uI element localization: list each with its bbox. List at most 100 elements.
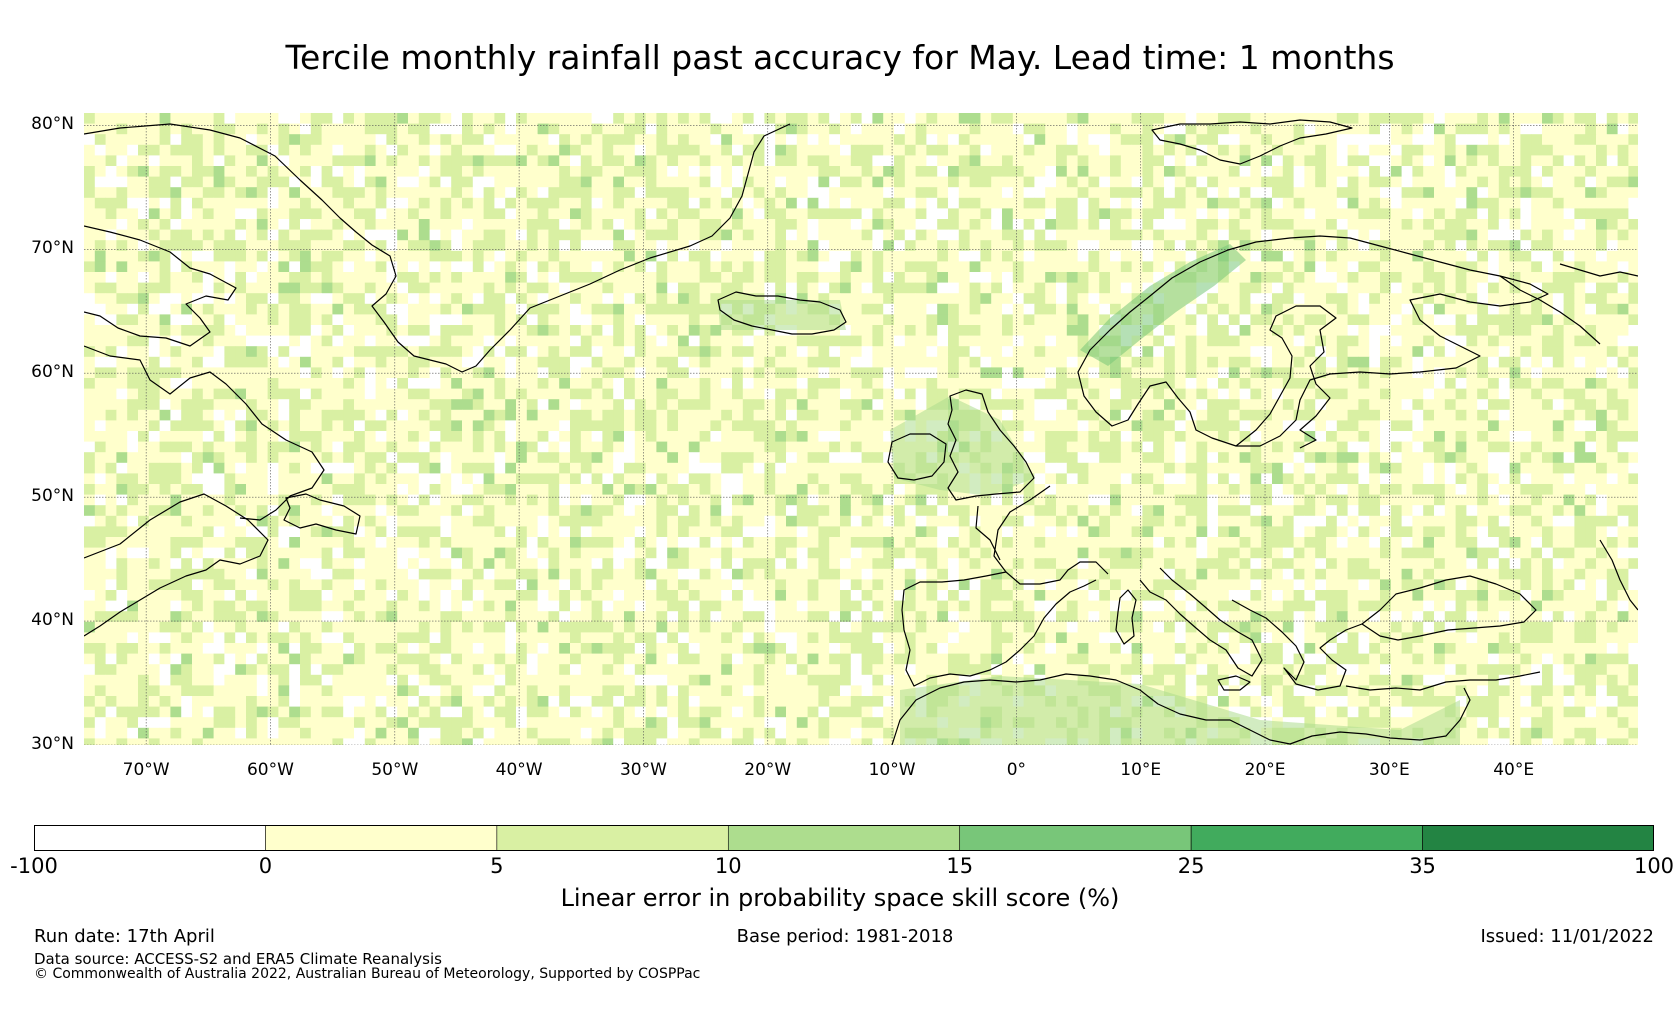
skill-cell (786, 208, 798, 220)
skill-cell (1282, 293, 1294, 305)
skill-cell (775, 462, 787, 474)
skill-cell (213, 335, 225, 347)
skill-cell (386, 314, 398, 326)
skill-cell (343, 314, 355, 326)
skill-cell (526, 388, 538, 400)
skill-cell (1531, 462, 1543, 474)
skill-cell (1477, 134, 1489, 146)
skill-cell (1326, 293, 1338, 305)
skill-cell (1434, 399, 1446, 411)
skill-cell (1185, 462, 1197, 474)
skill-cell (159, 187, 171, 199)
skill-cell (1617, 208, 1629, 220)
skill-cell (904, 113, 916, 124)
skill-cell (678, 123, 690, 135)
skill-cell (634, 335, 646, 347)
skill-cell (1110, 155, 1122, 167)
skill-cell (559, 314, 571, 326)
skill-cell (937, 208, 949, 220)
skill-cell (1207, 378, 1219, 389)
skill-cell (1228, 346, 1240, 358)
skill-cell (559, 208, 571, 220)
skill-cell (904, 229, 916, 241)
skill-cell (548, 240, 560, 252)
skill-cell (494, 431, 506, 442)
skill-cell (1488, 293, 1500, 305)
skill-cell (267, 144, 279, 156)
skill-cell (1434, 166, 1446, 177)
skill-cell (1509, 462, 1521, 474)
skill-cell (915, 155, 927, 167)
skill-cell (678, 229, 690, 241)
skill-cell (310, 367, 322, 379)
skill-cell (710, 335, 722, 347)
skill-cell (688, 346, 700, 358)
skill-cell (1466, 219, 1478, 230)
skill-cell (1498, 388, 1510, 400)
skill-cell (170, 452, 182, 464)
skill-cell (1596, 250, 1608, 262)
skill-cell (861, 240, 873, 252)
skill-cell (408, 187, 420, 199)
skill-cell (1498, 303, 1510, 315)
skill-cell (764, 113, 776, 124)
skill-cell (505, 166, 517, 177)
skill-cell (1434, 462, 1446, 474)
skill-cell (969, 208, 981, 220)
skill-cell (656, 261, 668, 273)
skill-cell (1304, 441, 1316, 453)
skill-cell (94, 441, 106, 453)
skill-cell (462, 176, 474, 188)
skill-cell (861, 473, 873, 485)
skill-cell (127, 346, 139, 358)
skill-cell (818, 293, 830, 305)
skill-cell (1477, 293, 1489, 305)
skill-cell (246, 356, 258, 368)
skill-cell (1542, 462, 1554, 474)
skill-cell (354, 314, 366, 326)
skill-cell (105, 409, 117, 421)
skill-cell (116, 282, 128, 294)
skill-cell (235, 441, 247, 453)
skill-cell (1423, 441, 1435, 453)
skill-cell (192, 229, 204, 241)
skill-cell (699, 229, 711, 241)
skill-cell (256, 399, 268, 411)
skill-cell (1056, 250, 1068, 262)
skill-cell (170, 409, 182, 421)
skill-cell (894, 261, 906, 273)
skill-cell (1434, 441, 1446, 453)
skill-cell (591, 431, 603, 442)
skill-cell (1423, 134, 1435, 146)
skill-cell (818, 325, 830, 336)
skill-cell (958, 356, 970, 368)
skill-cell (850, 261, 862, 273)
skill-cell (850, 123, 862, 135)
skill-cell (235, 144, 247, 156)
skill-cell (807, 420, 819, 432)
skill-cell (202, 356, 214, 368)
skill-cell (116, 356, 128, 368)
skill-cell (1412, 399, 1424, 411)
skill-cell (1358, 219, 1370, 230)
skill-cell (580, 399, 592, 411)
skill-cell (1336, 282, 1348, 294)
skill-cell (516, 367, 528, 379)
skill-cell (1466, 356, 1478, 368)
skill-cell (699, 431, 711, 442)
skill-cell (1196, 431, 1208, 442)
skill-cell (1023, 314, 1035, 326)
skill-cell (1498, 452, 1510, 464)
skill-cell (213, 282, 225, 294)
skill-cell (1509, 314, 1521, 326)
skill-cell (1099, 282, 1111, 294)
skill-cell (1023, 441, 1035, 453)
skill-cell (1045, 303, 1057, 315)
skill-cell (1250, 134, 1262, 146)
skill-cell (278, 441, 290, 453)
skill-cell (1142, 367, 1154, 379)
skill-cell (1261, 420, 1273, 432)
skill-cell (235, 378, 247, 389)
skill-cell (1520, 219, 1532, 230)
skill-cell (1423, 356, 1435, 368)
